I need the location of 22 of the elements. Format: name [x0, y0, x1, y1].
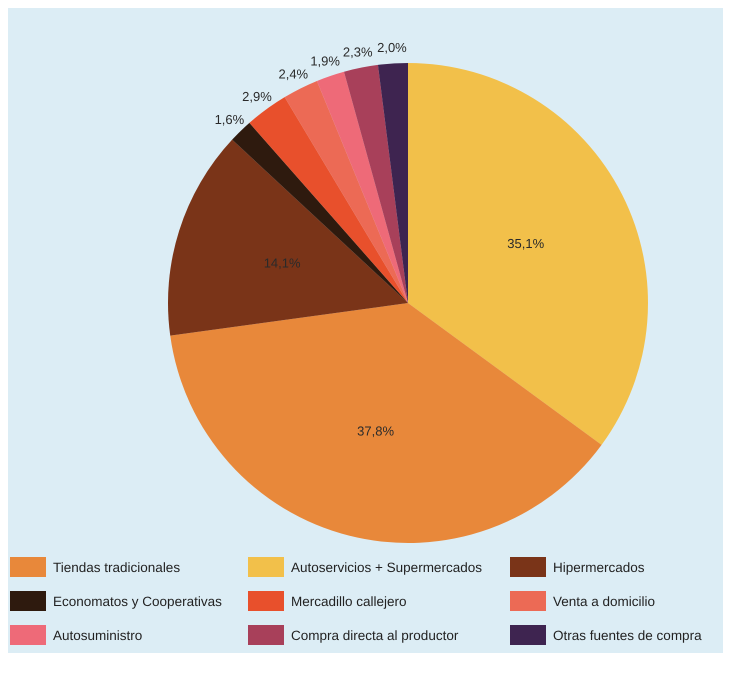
- legend-label: Otras fuentes de compra: [553, 628, 702, 642]
- data-label: 2,9%: [242, 88, 272, 104]
- pie-slice: [378, 63, 408, 303]
- pie-slice: [168, 140, 408, 336]
- data-label: 37,8%: [357, 423, 394, 438]
- legend-label: Tiendas tradicionales: [53, 560, 180, 574]
- pie-slice: [316, 72, 408, 303]
- data-label: 2,3%: [342, 44, 373, 60]
- data-label: 1,9%: [310, 53, 340, 68]
- legend-label: Autosuministro: [53, 628, 142, 642]
- legend-label: Hipermercados: [553, 560, 645, 574]
- data-label: 2,0%: [377, 40, 408, 56]
- legend-label: Venta a domicilio: [553, 594, 656, 608]
- legend-label: Autoservicios + Supermercados: [291, 560, 482, 574]
- data-label: 35,1%: [507, 236, 545, 251]
- legend-label: Mercadillo callejero: [291, 594, 407, 608]
- pie-slice: [344, 64, 408, 303]
- legend-label: Economatos y Cooperativas: [53, 594, 222, 608]
- legend-label: Compra directa al productor: [291, 628, 458, 642]
- data-label: 1,6%: [214, 112, 245, 128]
- data-label: 2,4%: [278, 66, 309, 82]
- data-label: 14,1%: [264, 256, 301, 271]
